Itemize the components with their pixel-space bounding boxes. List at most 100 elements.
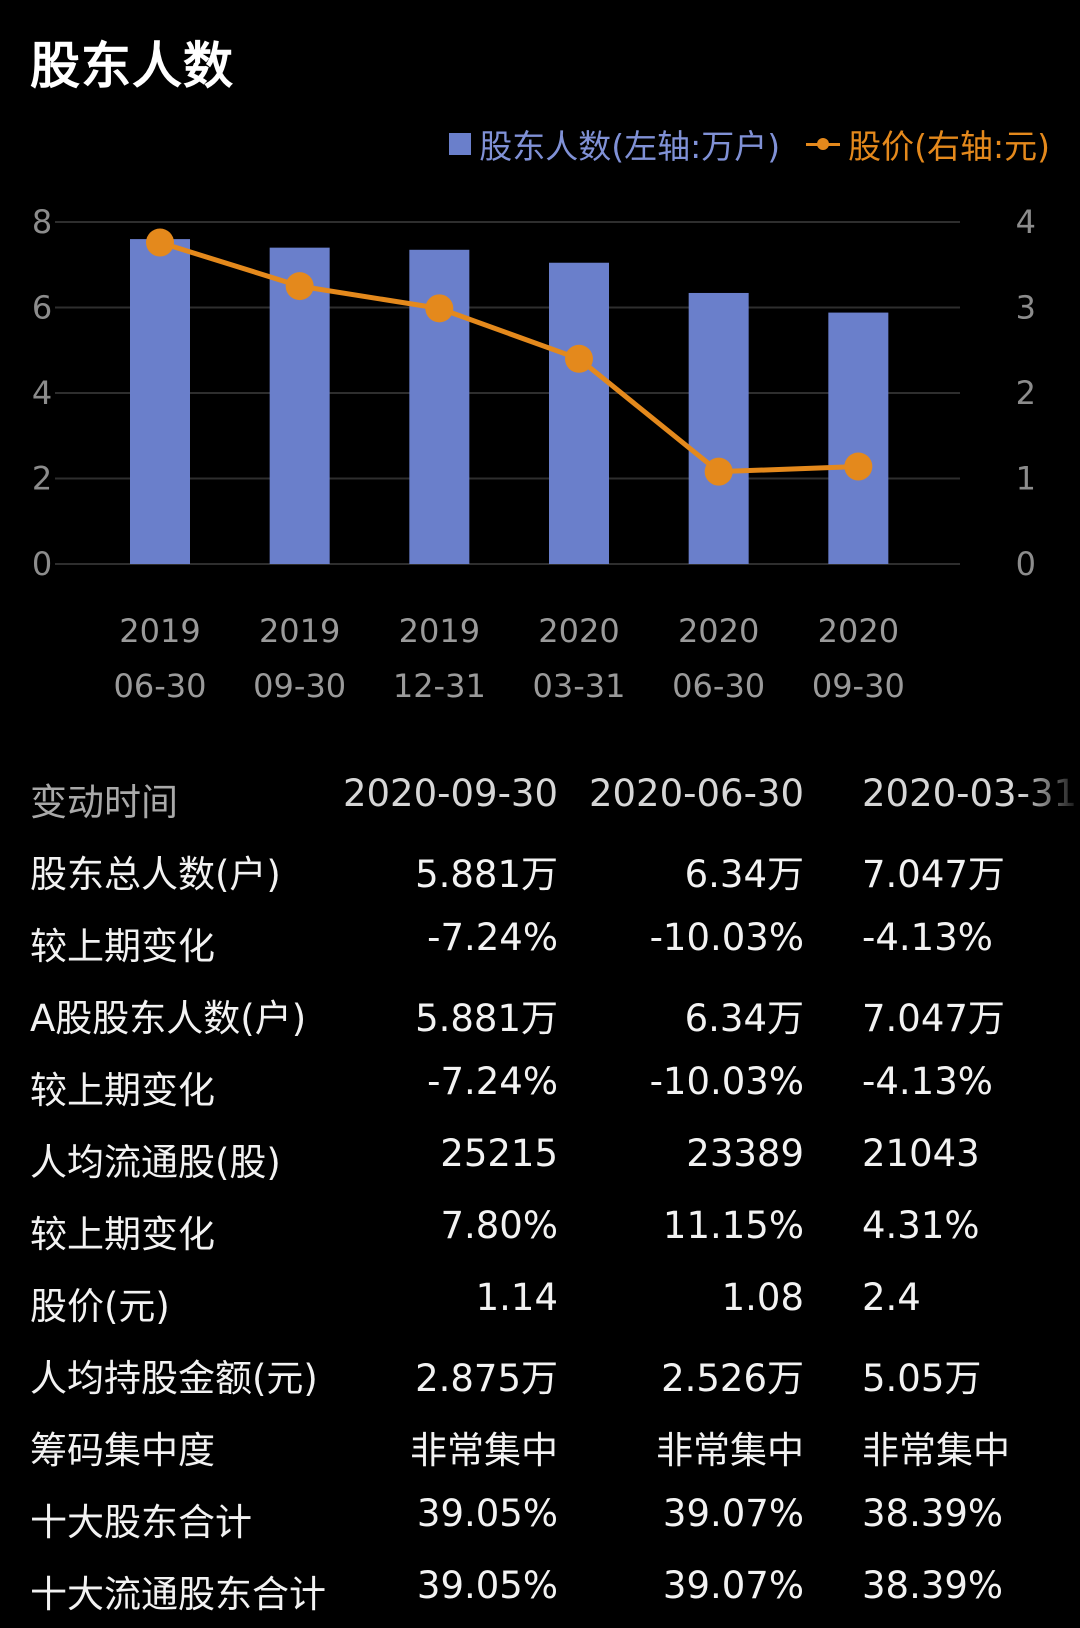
row-label: 股东总人数(户) [30, 853, 281, 896]
row-label: 筹码集中度 [30, 1429, 215, 1472]
x-tick-year: 2019 [119, 612, 200, 650]
header-date[interactable]: 2020-09-30 [342, 772, 558, 815]
table-cell: 6.34万 [684, 997, 804, 1040]
price-point [285, 272, 314, 301]
row-label: A股股东人数(户) [30, 997, 307, 1040]
table-cell: 1.14 [475, 1276, 558, 1319]
table-cell: -7.24% [427, 916, 558, 959]
right-axis-tick: 0 [1016, 545, 1036, 583]
x-tick-year: 2020 [678, 612, 759, 650]
table-row: 较上期变化 -7.24% -10.03% -4.13% [0, 1048, 1080, 1120]
table-row: 人均流通股(股) 25215 23389 21043 [0, 1120, 1080, 1192]
chart-legend: 股东人数(左轴:万户) 股价(右轴:元) [449, 120, 1050, 168]
table-cell: 39.07% [662, 1492, 804, 1535]
right-axis-tick: 3 [1016, 289, 1036, 327]
row-label: 股价(元) [30, 1285, 170, 1328]
table-cell: 2.4 [862, 1276, 921, 1319]
row-label: 较上期变化 [30, 925, 215, 968]
legend-label-shareholders: 股东人数(左轴:万户) [479, 127, 781, 166]
price-point [565, 344, 593, 373]
bar [269, 247, 330, 564]
x-tick-date: 09-30 [253, 667, 346, 705]
table-cell: -4.13% [862, 1060, 993, 1103]
x-tick-date: 09-30 [812, 667, 905, 705]
page-title: 股东人数 [30, 37, 234, 95]
right-axis-tick: 2 [1016, 374, 1036, 412]
table-cell: -10.03% [649, 916, 804, 959]
x-tick-date: 03-31 [533, 667, 626, 705]
table-cell: 23389 [686, 1132, 804, 1175]
header-date[interactable]: 2020-06-30 [588, 772, 804, 815]
table-row: A股股东人数(户) 5.881万 6.34万 7.047万 [0, 976, 1080, 1048]
table-cell: 6.34万 [684, 853, 804, 896]
table-row: 十大流通股东合计 39.05% 39.07% 38.39% [0, 1552, 1080, 1624]
table-cell: 25215 [440, 1132, 558, 1175]
price-point [425, 294, 454, 323]
table-cell: 1.08 [721, 1276, 804, 1319]
table-header-row: 变动时间 2020-09-30 2020-06-30 2020-03-31 [0, 760, 1080, 832]
row-label: 较上期变化 [30, 1069, 215, 1112]
table-cell: 11.15% [662, 1204, 804, 1247]
right-axis-tick: 1 [1016, 460, 1036, 498]
table-cell: 39.05% [416, 1492, 558, 1535]
header-date[interactable]: 2020-03-31 [862, 772, 1078, 815]
table-cell: 7.047万 [862, 997, 1005, 1040]
table-cell: 7.047万 [862, 853, 1005, 896]
table-row: 十大股东合计 39.05% 39.07% 38.39% [0, 1480, 1080, 1552]
table-cell: 38.39% [862, 1492, 1004, 1535]
row-label: 人均流通股(股) [30, 1141, 281, 1184]
left-axis-tick: 6 [32, 289, 52, 327]
bar [549, 262, 609, 564]
left-axis-tick: 0 [32, 545, 52, 583]
table-cell: 39.05% [416, 1564, 558, 1607]
table-cell: 5.05万 [862, 1357, 982, 1400]
table-cell: 4.31% [862, 1204, 980, 1247]
row-label: 十大流通股东合计 [30, 1573, 326, 1616]
table-cell: 2.875万 [415, 1357, 558, 1400]
header-label: 变动时间 [30, 781, 178, 824]
table-cell: -10.03% [649, 1060, 804, 1103]
left-axis-tick: 4 [32, 374, 52, 412]
table-row: 较上期变化 -7.24% -10.03% -4.13% [0, 904, 1080, 976]
table-cell: 5.881万 [415, 997, 558, 1040]
x-tick-year: 2020 [818, 612, 899, 650]
table-row: 较上期变化 7.80% 11.15% 4.31% [0, 1192, 1080, 1264]
price-point [844, 452, 873, 481]
table-cell: 非常集中 [410, 1429, 558, 1472]
x-tick-year: 2019 [259, 612, 340, 650]
table-row: 筹码集中度 非常集中 非常集中 非常集中 [0, 1408, 1080, 1480]
legend-label-price: 股价(右轴:元) [848, 127, 1050, 166]
bar [688, 292, 749, 564]
table-cell: 2.526万 [661, 1357, 804, 1400]
table-body: 股东总人数(户) 5.881万 6.34万 7.047万 较上期变化 -7.24% -10.… [0, 832, 1080, 1624]
row-label: 人均持股金额(元) [30, 1357, 318, 1400]
table-cell: 5.881万 [415, 853, 558, 896]
x-tick-year: 2020 [538, 612, 619, 650]
line-legend-swatch [806, 133, 841, 155]
table-row: 人均持股金额(元) 2.875万 2.526万 5.05万 [0, 1336, 1080, 1408]
x-tick-year: 2019 [399, 612, 480, 650]
row-label: 十大股东合计 [30, 1501, 252, 1544]
table-cell: 7.80% [440, 1204, 558, 1247]
bar-legend-swatch [449, 133, 472, 155]
table-row: 股东总人数(户) 5.881万 6.34万 7.047万 [0, 832, 1080, 904]
table-cell: -7.24% [427, 1060, 558, 1103]
legend-item-price[interactable]: 股价(右轴:元) [806, 120, 1050, 168]
right-axis-tick: 4 [1016, 203, 1036, 241]
bar [130, 239, 190, 564]
legend-item-shareholders[interactable]: 股东人数(左轴:万户) [449, 120, 780, 168]
table-cell: 21043 [862, 1132, 980, 1175]
table-cell: 38.39% [862, 1564, 1004, 1607]
price-point [704, 457, 733, 486]
table-cell: 非常集中 [656, 1429, 804, 1472]
x-tick-date: 12-31 [393, 667, 486, 705]
shareholder-table[interactable]: 变动时间 2020-09-30 2020-06-30 2020-03-31 股东… [0, 760, 1080, 1624]
table-cell: 非常集中 [862, 1429, 1010, 1472]
table-cell: 39.07% [662, 1564, 804, 1607]
left-axis-tick: 2 [32, 460, 52, 498]
price-point [146, 228, 174, 257]
x-tick-date: 06-30 [114, 667, 207, 705]
row-label: 较上期变化 [30, 1213, 215, 1256]
shareholder-chart[interactable]: 0 2 4 6 8 0 1 2 3 4 2019 06-30 2019 09-30 2019 12-31 202… [0, 0, 1080, 720]
price-line [159, 240, 859, 475]
